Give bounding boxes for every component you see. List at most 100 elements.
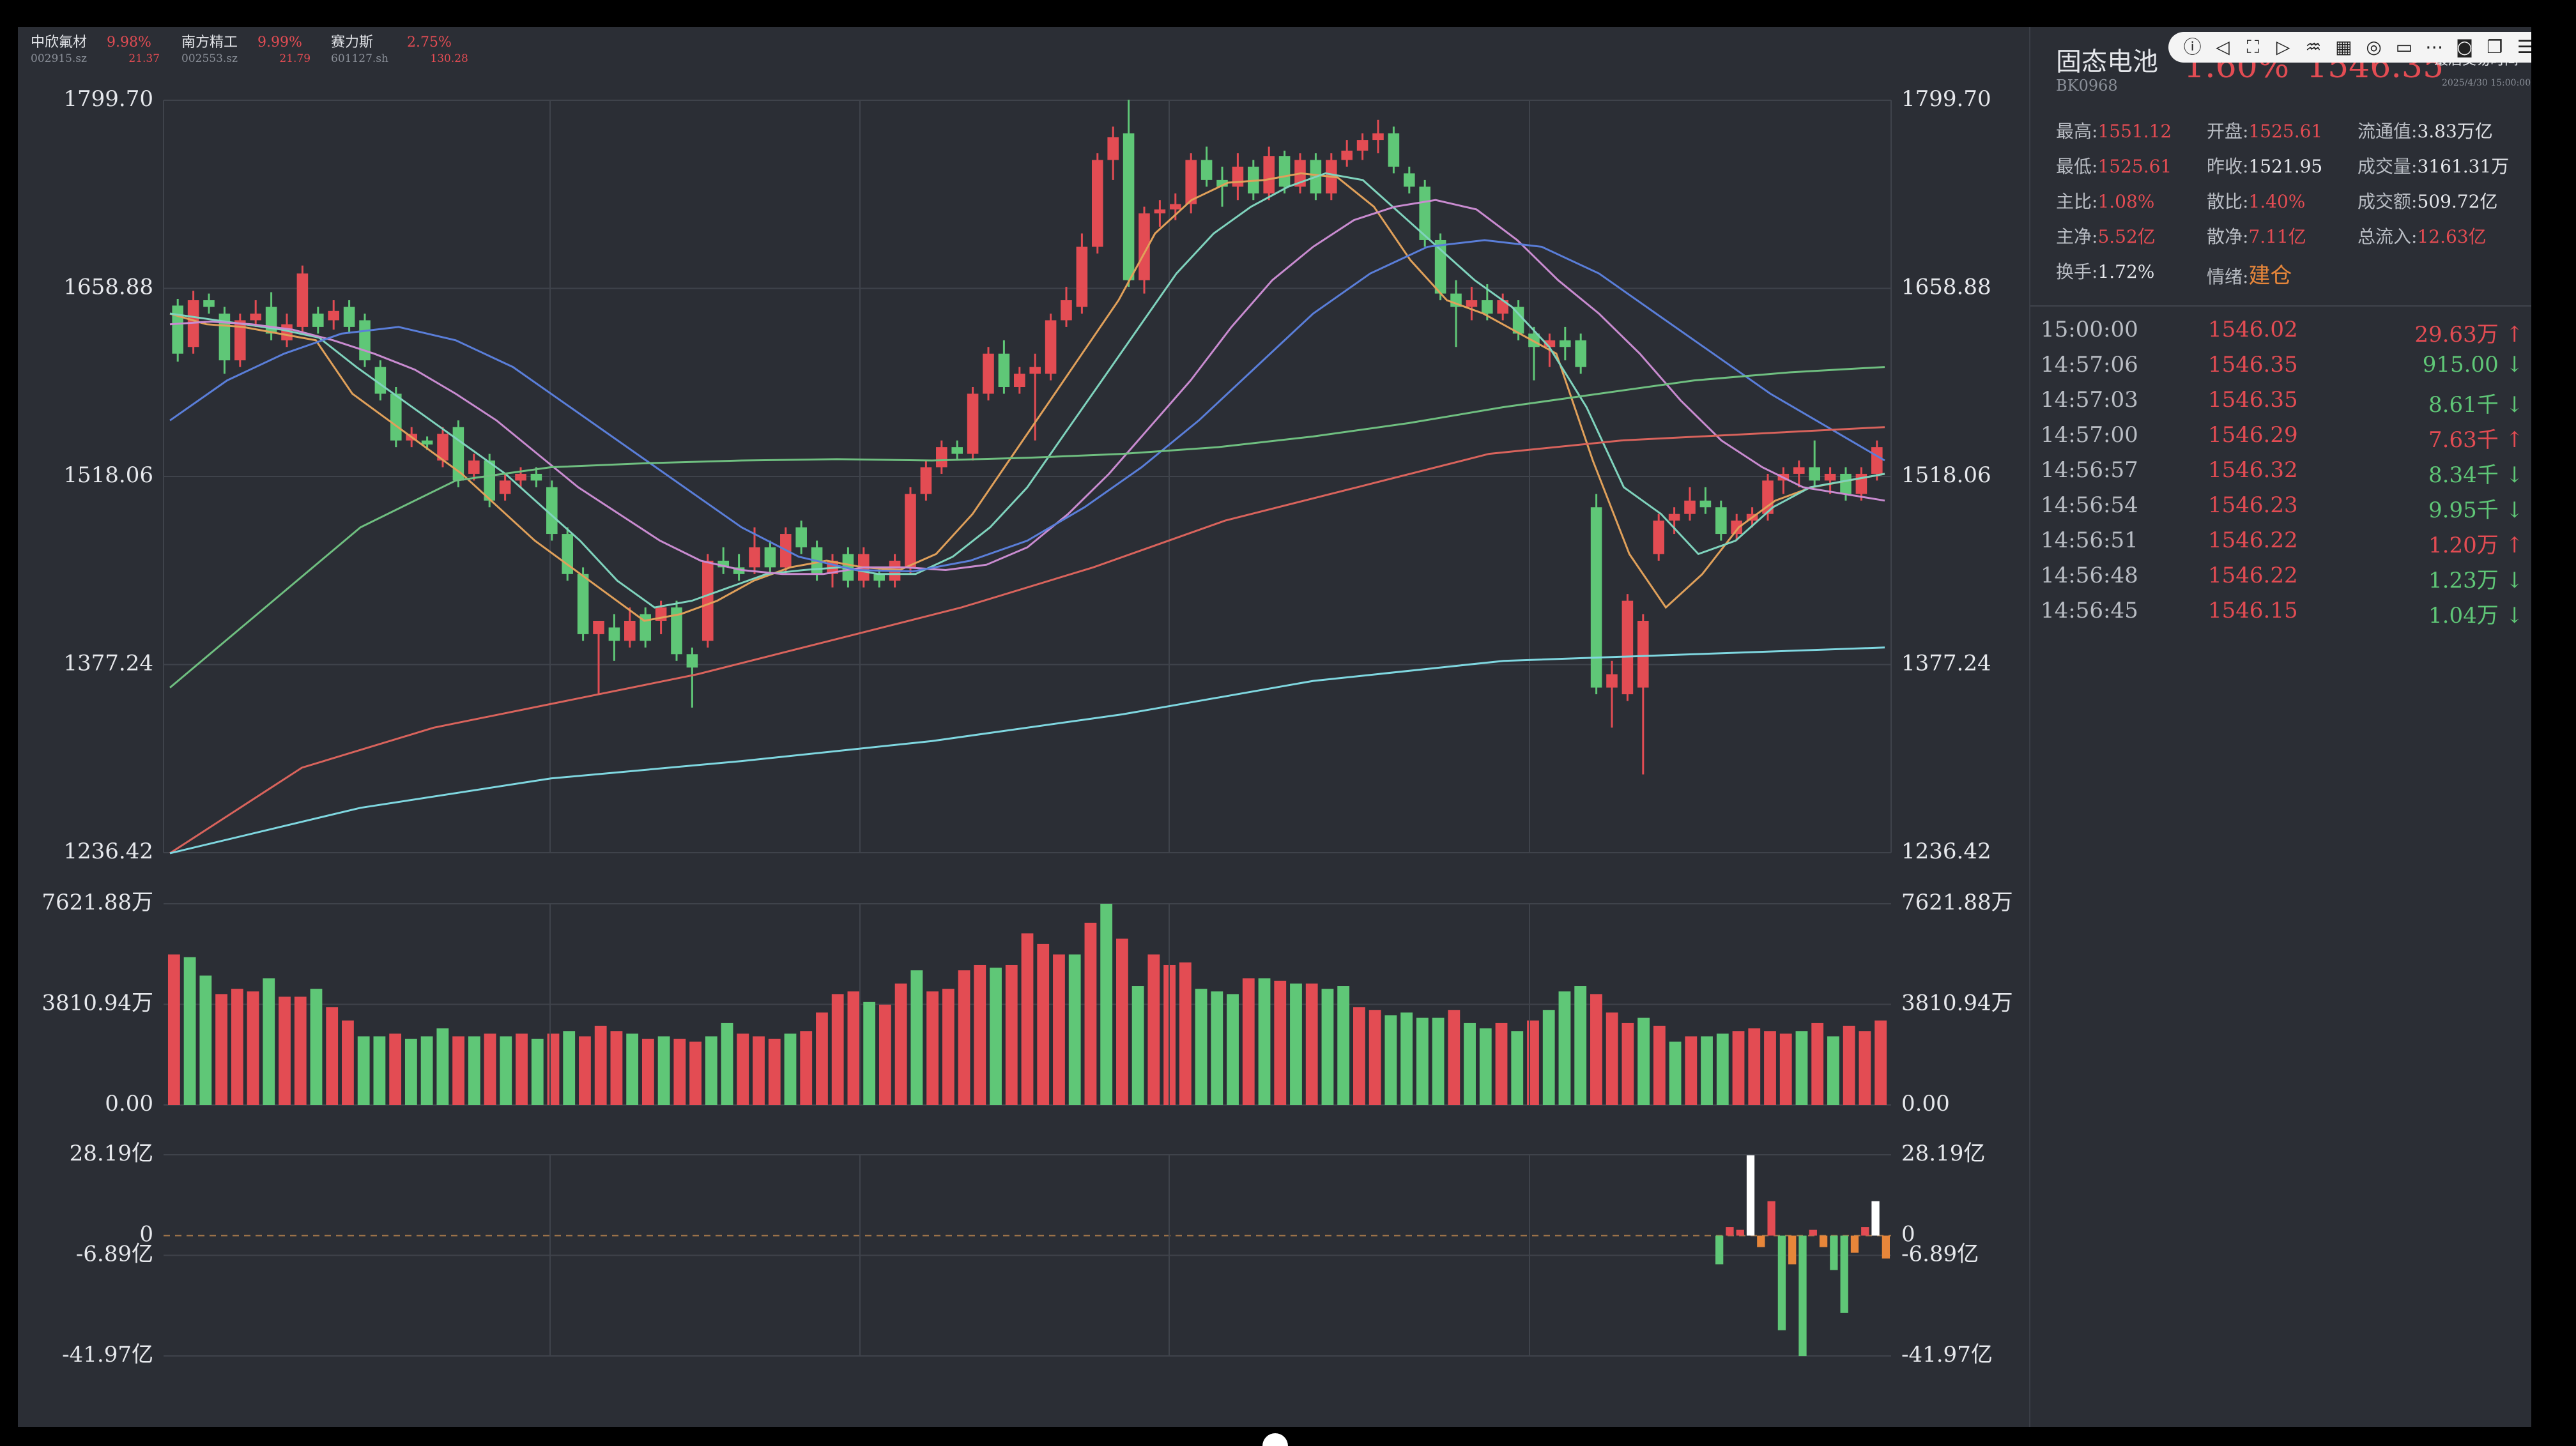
volume-bar <box>310 989 323 1105</box>
candle-body <box>983 353 994 394</box>
candle-body <box>359 320 371 361</box>
volume-bar <box>1621 1023 1634 1105</box>
candle-body <box>499 480 511 494</box>
price-axis-label-left: 1658.88 <box>63 275 153 300</box>
moving-average-line-3 <box>169 239 1885 573</box>
price-axis-label-left: 1799.70 <box>63 86 153 112</box>
volume-bar <box>373 1036 386 1105</box>
volume-bar <box>1227 994 1239 1105</box>
candle-body <box>1466 300 1478 307</box>
stat-label: 最高: <box>2056 121 2098 142</box>
volume-bar <box>990 968 1002 1105</box>
volume-bar <box>610 1031 623 1105</box>
chart-area[interactable]: 1799.70 1799.70 1658.88 1658.88 1518.06 1518.… <box>18 27 2029 1427</box>
volume-axis-label-left: 3810.94万 <box>42 991 153 1016</box>
candle-body <box>702 560 714 641</box>
volume-bar <box>1179 962 1192 1105</box>
volume-bar <box>1590 994 1602 1105</box>
tick-row[interactable]: 14:56:45 1546.15 1.04万 ↓ <box>2041 598 2524 634</box>
stat-3: 最低:1525.61 <box>2056 153 2172 178</box>
tick-row[interactable]: 14:57:00 1546.29 7.63千 ↑ <box>2041 422 2524 458</box>
more-icon[interactable]: ⋯ <box>2425 36 2444 57</box>
tick-row[interactable]: 14:56:48 1546.22 1.23万 ↓ <box>2041 563 2524 598</box>
waveform-icon[interactable]: ♒ <box>2305 36 2322 57</box>
tick-row[interactable]: 14:57:03 1546.35 8.61千 ↓ <box>2041 387 2524 423</box>
volume-bar <box>863 1001 876 1105</box>
volume-bar <box>1859 1031 1871 1105</box>
candle-body <box>452 427 464 481</box>
grid-icon[interactable]: ▦ <box>2335 36 2352 57</box>
fullscreen-icon[interactable]: ⛶ <box>2246 36 2260 57</box>
candle-body <box>1512 307 1524 334</box>
stat-value: 509.72亿 <box>2417 191 2498 212</box>
rewind-icon[interactable]: ◁ <box>2216 36 2230 57</box>
tick-price: 1546.23 <box>2208 492 2298 518</box>
volume-bar <box>958 970 970 1105</box>
candle-body <box>1123 133 1135 280</box>
candle-body <box>1621 600 1634 695</box>
price-axis-label-right: 1377.24 <box>1901 651 1991 676</box>
stat-label: 主净: <box>2056 226 2098 247</box>
price-axis-label-right: 1658.88 <box>1901 275 1991 300</box>
flow-bar <box>1798 1235 1807 1357</box>
last-trade-time: 2025/4/30 15:00:00 <box>2442 78 2531 88</box>
stat-2: 流通值:3.83万亿 <box>2358 118 2493 143</box>
list-icon[interactable]: ☰ <box>2517 36 2531 57</box>
flow-bar <box>1819 1235 1828 1247</box>
window-icon[interactable]: ❐ <box>2487 36 2503 57</box>
candle-body <box>1575 340 1586 367</box>
volume-bar <box>1874 1020 1887 1105</box>
volume-bar <box>816 1012 828 1105</box>
top-stock-1[interactable]: 中欣氟材 9.98% <box>31 31 151 51</box>
stat-label: 散净: <box>2207 226 2249 247</box>
candle-body <box>172 305 183 354</box>
tick-row[interactable]: 15:00:00 1546.02 29.63万 ↑ <box>2041 317 2524 353</box>
camera-icon[interactable]: ◙ <box>2456 36 2474 57</box>
stat-1: 开盘:1525.61 <box>2207 118 2322 143</box>
volume-bar <box>1337 986 1350 1105</box>
tick-volume: 8.34千 ↓ <box>2428 462 2524 488</box>
flow-axis-label-right: 28.19亿 <box>1901 1141 1985 1166</box>
volume-bar <box>1321 989 1334 1105</box>
stock-price: 21.79 <box>279 52 311 65</box>
tick-row[interactable]: 14:56:54 1546.23 9.95千 ↓ <box>2041 492 2524 528</box>
candle-body <box>1871 447 1883 474</box>
volume-bar <box>263 978 275 1105</box>
monitor-icon[interactable]: ▭ <box>2395 36 2413 57</box>
candle-body <box>546 487 558 535</box>
volume-bar <box>357 1036 370 1105</box>
top-stock-2[interactable]: 南方精工 9.99% <box>181 31 302 51</box>
tick-row[interactable]: 14:56:51 1546.22 1.20万 ↑ <box>2041 528 2524 563</box>
candle-body <box>1216 179 1228 187</box>
volume-axis-label-right: 0.00 <box>1901 1091 1950 1116</box>
top-stock-1-sub: 002915.sz 21.37 <box>31 52 160 65</box>
tick-row[interactable]: 14:57:06 1546.35 915.00 ↓ <box>2041 352 2524 388</box>
candle-body <box>1699 500 1712 508</box>
price-axis-label-left: 1236.42 <box>63 839 153 864</box>
candle-body <box>1809 467 1820 481</box>
volume-bar <box>1527 1020 1539 1105</box>
volume-bar <box>1448 1010 1460 1105</box>
volume-bar <box>516 1033 528 1105</box>
volume-bar <box>878 1004 891 1105</box>
compass-icon[interactable]: ◎ <box>2366 36 2382 57</box>
top-stock-3[interactable]: 赛力斯 2.75% <box>331 31 452 51</box>
stock-price: 21.37 <box>128 52 160 65</box>
divider <box>2030 305 2531 307</box>
tick-time: 14:56:48 <box>2041 563 2138 588</box>
flow-bar <box>1809 1229 1817 1236</box>
info-icon[interactable]: ⓘ <box>2183 36 2202 57</box>
volume-bar <box>894 983 907 1105</box>
candle-body <box>749 547 760 568</box>
forward-icon[interactable]: ▷ <box>2276 36 2290 57</box>
candle-body <box>328 310 339 321</box>
stat-6: 主比:1.08% <box>2056 188 2154 213</box>
stat-13: 情绪:建仓 <box>2207 258 2292 289</box>
candle-body <box>1170 204 1181 209</box>
moving-average-line-6 <box>169 646 1885 855</box>
tick-row[interactable]: 14:56:57 1546.32 8.34千 ↓ <box>2041 457 2524 493</box>
moving-average-line-1 <box>169 172 1885 609</box>
volume-bar <box>1068 954 1081 1105</box>
volume-bar <box>1416 1017 1429 1105</box>
home-indicator <box>1262 1433 1288 1446</box>
